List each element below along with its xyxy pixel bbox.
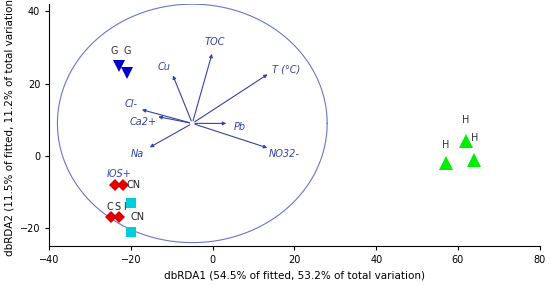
Text: H: H	[471, 133, 478, 143]
Text: Cl-: Cl-	[124, 99, 138, 109]
Text: IOS+: IOS+	[107, 169, 131, 179]
Text: l: l	[123, 201, 125, 211]
Text: H: H	[463, 115, 470, 125]
Text: Cu: Cu	[157, 62, 170, 72]
Text: Pb: Pb	[233, 122, 245, 132]
Text: H: H	[442, 140, 449, 150]
Text: CN: CN	[131, 212, 145, 222]
X-axis label: dbRDA1 (54.5% of fitted, 53.2% of total variation): dbRDA1 (54.5% of fitted, 53.2% of total …	[164, 271, 425, 281]
Text: CN: CN	[127, 180, 141, 190]
Text: G: G	[123, 46, 131, 56]
Text: G: G	[111, 46, 118, 56]
Text: TOC: TOC	[205, 37, 225, 47]
Text: Na: Na	[130, 149, 144, 159]
Y-axis label: dbRDA2 (11.5% of fitted, 11.2% of total variation): dbRDA2 (11.5% of fitted, 11.2% of total …	[4, 0, 14, 256]
Text: NO32-: NO32-	[269, 149, 300, 159]
Text: S: S	[114, 201, 121, 211]
Text: Ca2+: Ca2+	[130, 117, 157, 127]
Text: T (°C): T (°C)	[272, 64, 300, 74]
Text: C: C	[107, 201, 113, 211]
